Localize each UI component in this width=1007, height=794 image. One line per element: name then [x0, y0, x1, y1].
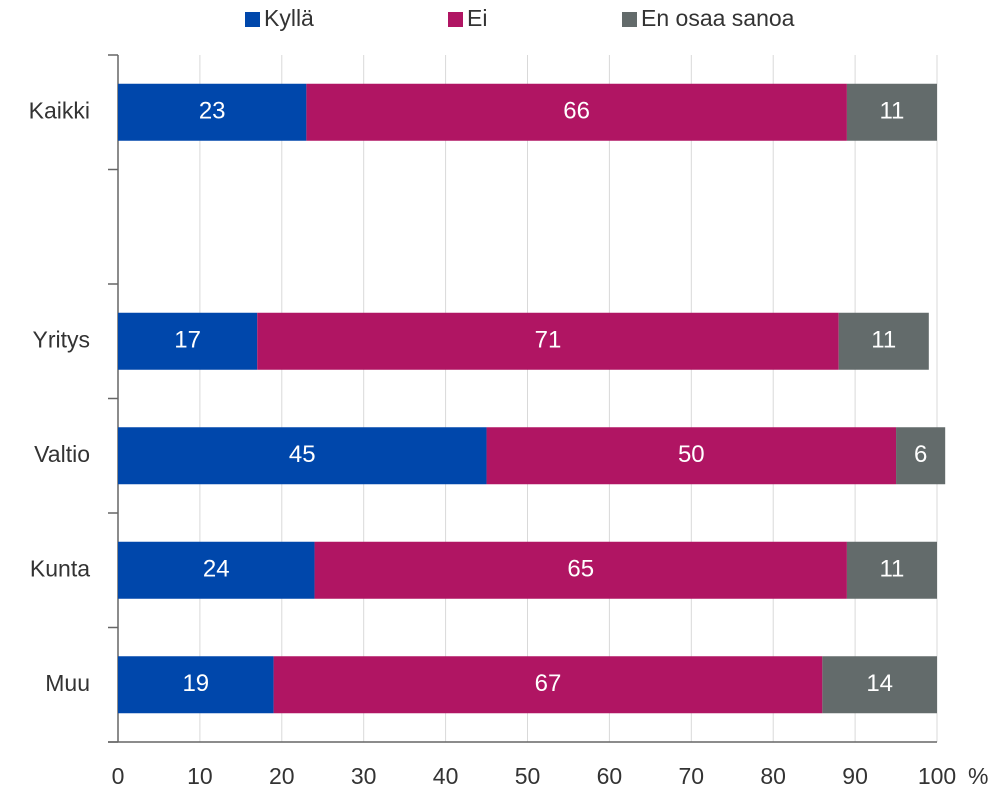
- x-tick-label: 80: [760, 763, 786, 789]
- y-tick-label: Kaikki: [29, 97, 90, 123]
- bar-segment: [257, 312, 839, 370]
- value-label: 17: [174, 327, 201, 354]
- value-label: 19: [182, 670, 209, 697]
- legend-swatch: [448, 12, 463, 27]
- value-label: 50: [678, 441, 705, 468]
- bar-segment: [846, 541, 937, 599]
- bar-segment: [314, 541, 847, 599]
- bar-segment: [822, 656, 937, 714]
- bar-segment: [118, 656, 274, 714]
- x-tick-label: 20: [269, 763, 295, 789]
- x-axis-label: %: [968, 763, 988, 789]
- x-tick-label: 10: [187, 763, 213, 789]
- bar-segment: [486, 427, 897, 485]
- y-tick-label: Yritys: [33, 326, 91, 352]
- bar-segment: [896, 427, 946, 485]
- value-label: 23: [199, 98, 226, 125]
- bar-segment: [273, 656, 823, 714]
- value-label: 14: [866, 670, 893, 697]
- value-label: 11: [871, 327, 896, 354]
- value-label: 24: [203, 556, 230, 583]
- value-label: 71: [535, 327, 562, 354]
- x-tick-label: 100: [918, 763, 956, 789]
- value-label: 11: [879, 556, 904, 583]
- legend-label: En osaa sanoa: [641, 5, 795, 31]
- value-label: 45: [289, 441, 316, 468]
- bar-segment: [118, 312, 258, 370]
- legend-label: Ei: [467, 5, 487, 31]
- value-label: 6: [914, 441, 927, 468]
- bar-segment: [846, 83, 937, 141]
- value-label: 65: [567, 556, 594, 583]
- y-tick-label: Valtio: [34, 441, 90, 467]
- value-label: 11: [879, 98, 904, 125]
- legend-swatch: [622, 12, 637, 27]
- bar-segment: [118, 83, 307, 141]
- x-tick-label: 50: [515, 763, 541, 789]
- value-label: 67: [535, 670, 562, 697]
- legend-swatch: [245, 12, 260, 27]
- bar-segment: [306, 83, 847, 141]
- legend-label: Kyllä: [264, 5, 314, 31]
- x-tick-label: 70: [679, 763, 705, 789]
- x-tick-label: 60: [597, 763, 623, 789]
- x-tick-label: 30: [351, 763, 377, 789]
- bar-segment: [118, 427, 487, 485]
- bar-segment: [838, 312, 929, 370]
- y-tick-label: Kunta: [30, 555, 90, 581]
- value-label: 66: [563, 98, 590, 125]
- x-tick-label: 90: [842, 763, 868, 789]
- x-tick-label: 40: [433, 763, 459, 789]
- y-tick-label: Muu: [45, 670, 90, 696]
- bar-segment: [118, 541, 315, 599]
- x-tick-label: 0: [112, 763, 125, 789]
